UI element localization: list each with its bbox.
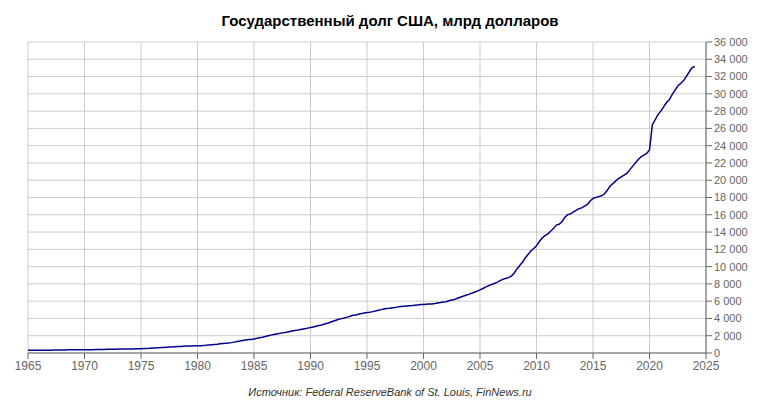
svg-text:24 000: 24 000 bbox=[714, 140, 748, 152]
svg-text:1965: 1965 bbox=[15, 359, 42, 373]
svg-text:4 000: 4 000 bbox=[714, 312, 742, 324]
svg-text:32 000: 32 000 bbox=[714, 70, 748, 82]
svg-text:1985: 1985 bbox=[241, 359, 268, 373]
svg-text:2 000: 2 000 bbox=[714, 330, 742, 342]
svg-text:22 000: 22 000 bbox=[714, 157, 748, 169]
svg-text:34 000: 34 000 bbox=[714, 53, 748, 65]
svg-text:1995: 1995 bbox=[354, 359, 381, 373]
svg-text:2010: 2010 bbox=[523, 359, 550, 373]
svg-text:2000: 2000 bbox=[410, 359, 437, 373]
svg-text:26 000: 26 000 bbox=[714, 122, 748, 134]
svg-text:18 000: 18 000 bbox=[714, 191, 748, 203]
svg-text:10 000: 10 000 bbox=[714, 261, 748, 273]
svg-text:20 000: 20 000 bbox=[714, 174, 748, 186]
svg-text:14 000: 14 000 bbox=[714, 226, 748, 238]
svg-text:8 000: 8 000 bbox=[714, 278, 742, 290]
svg-text:28 000: 28 000 bbox=[714, 105, 748, 117]
svg-text:1975: 1975 bbox=[128, 359, 155, 373]
svg-text:16 000: 16 000 bbox=[714, 209, 748, 221]
html-text:Источник: Federal ReserveBank: Источник: Federal ReserveBank of St. Lou… bbox=[248, 386, 532, 398]
svg-text:1990: 1990 bbox=[297, 359, 324, 373]
html-text:Государственный долг США, млрд: Государственный долг США, млрд долларов bbox=[221, 12, 559, 29]
svg-text:12 000: 12 000 bbox=[714, 243, 748, 255]
svg-text:2020: 2020 bbox=[636, 359, 663, 373]
svg-text:2015: 2015 bbox=[580, 359, 607, 373]
svg-text:0: 0 bbox=[714, 347, 720, 359]
svg-text:1970: 1970 bbox=[71, 359, 98, 373]
svg-text:6 000: 6 000 bbox=[714, 295, 742, 307]
svg-text:2005: 2005 bbox=[467, 359, 494, 373]
svg-text:1980: 1980 bbox=[184, 359, 211, 373]
svg-text:36 000: 36 000 bbox=[714, 36, 748, 48]
svg-text:2025: 2025 bbox=[693, 359, 720, 373]
svg-text:30 000: 30 000 bbox=[714, 88, 748, 100]
